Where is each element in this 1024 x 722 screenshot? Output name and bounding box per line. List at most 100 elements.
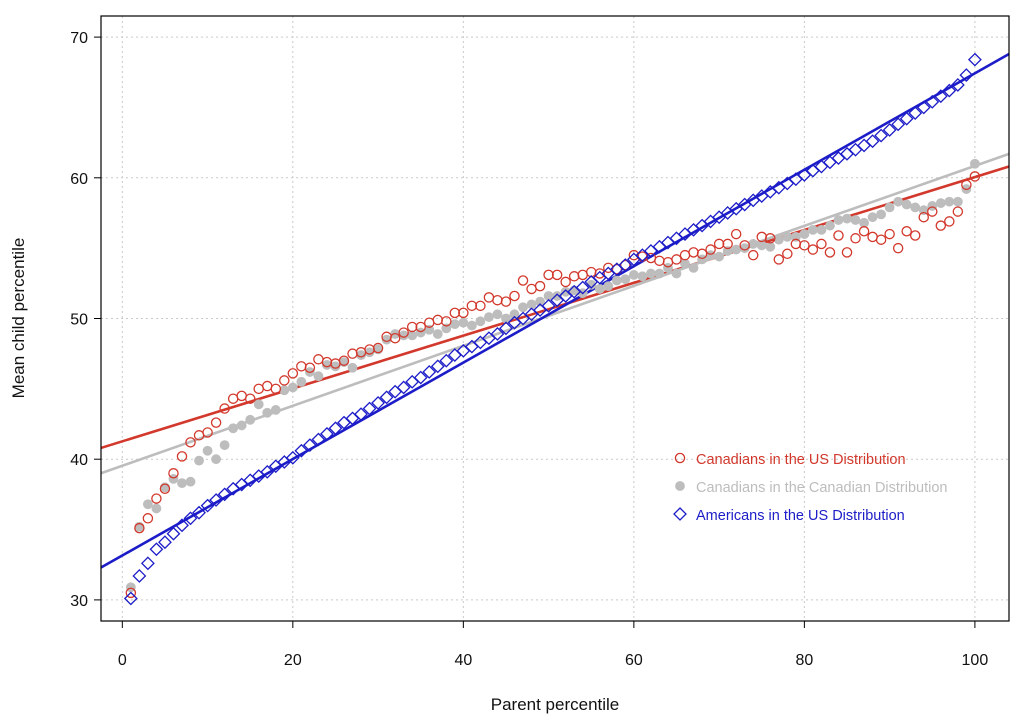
data-point [132, 569, 147, 583]
data-point [637, 271, 648, 282]
data-point [773, 234, 784, 245]
data-point [432, 329, 443, 339]
x-tick-label: 60 [625, 652, 643, 669]
data-point [140, 556, 155, 571]
data-point [466, 320, 477, 331]
data-point [933, 89, 948, 104]
data-point [379, 390, 394, 405]
data-point [185, 437, 196, 448]
data-point [313, 354, 324, 365]
data-point [287, 382, 298, 393]
data-point [807, 244, 819, 255]
data-point [211, 454, 221, 465]
data-point [952, 206, 964, 217]
data-point [236, 390, 247, 402]
data-point [688, 262, 699, 273]
data-point [313, 371, 324, 382]
data-point [833, 230, 844, 241]
data-point [176, 451, 188, 462]
data-point [262, 407, 273, 418]
data-point [671, 254, 682, 265]
data-point [893, 196, 904, 207]
data-point [500, 296, 512, 307]
data-point [219, 403, 230, 414]
data-point [858, 226, 870, 237]
data-point [857, 138, 871, 153]
data-point [296, 361, 307, 372]
data-point [816, 238, 827, 250]
data-point [492, 294, 503, 306]
data-point [543, 269, 554, 281]
data-point [874, 128, 889, 143]
data-point [244, 393, 256, 404]
data-point [159, 483, 171, 494]
data-point [285, 450, 300, 465]
y-tick-label: 50 [70, 312, 88, 329]
data-point [200, 498, 215, 513]
data-point [389, 332, 401, 344]
data-point [183, 511, 198, 526]
data-point [891, 117, 906, 132]
data-point [773, 254, 785, 265]
data-point [882, 123, 897, 137]
data-point [568, 271, 580, 282]
data-point [296, 376, 307, 387]
data-point [396, 380, 411, 395]
data-point [654, 268, 665, 279]
data-point [328, 421, 343, 436]
data-point [969, 158, 980, 169]
data-point [219, 440, 230, 451]
data-point [441, 323, 452, 334]
data-point [347, 362, 358, 373]
legend: Canadians in the US Distribution Canadian… [673, 452, 948, 524]
data-point [739, 243, 750, 254]
data-points [123, 52, 982, 606]
data-point [808, 224, 818, 235]
data-point [850, 233, 861, 244]
data-point [279, 385, 290, 396]
data-point [842, 213, 852, 224]
data-point [518, 302, 528, 313]
data-point [697, 254, 707, 265]
data-point [262, 380, 273, 392]
fit-line [100, 52, 1010, 569]
x-tick-label: 0 [118, 652, 127, 669]
x-tick-label: 100 [962, 652, 989, 669]
data-point [526, 283, 537, 295]
data-point [867, 212, 878, 223]
data-point [458, 307, 469, 319]
data-point [449, 307, 461, 319]
data-point [168, 473, 179, 484]
data-point [441, 316, 452, 327]
data-point [304, 362, 316, 373]
y-tick-label: 30 [70, 593, 88, 610]
data-point [799, 229, 810, 239]
data-point [439, 353, 454, 368]
data-point [618, 258, 633, 272]
data-point [492, 309, 503, 320]
data-point [475, 316, 486, 327]
data-point [910, 202, 921, 213]
fit-line [100, 165, 1010, 450]
data-point [925, 94, 940, 109]
data-point [620, 274, 631, 285]
data-point [731, 244, 742, 255]
data-point [824, 247, 836, 258]
data-point [696, 248, 708, 260]
data-point [916, 100, 931, 115]
data-point [194, 455, 204, 466]
data-point [168, 468, 179, 479]
data-point [927, 206, 938, 217]
data-point [415, 321, 426, 333]
data-point [311, 432, 326, 447]
data-point [628, 269, 639, 280]
data-point [892, 242, 904, 254]
data-point [833, 215, 844, 225]
data-point [654, 255, 665, 267]
data-point [840, 146, 854, 161]
data-point [747, 249, 759, 261]
data-point [722, 238, 733, 250]
data-point [227, 393, 239, 404]
data-point [594, 284, 605, 294]
data-point [935, 198, 946, 209]
